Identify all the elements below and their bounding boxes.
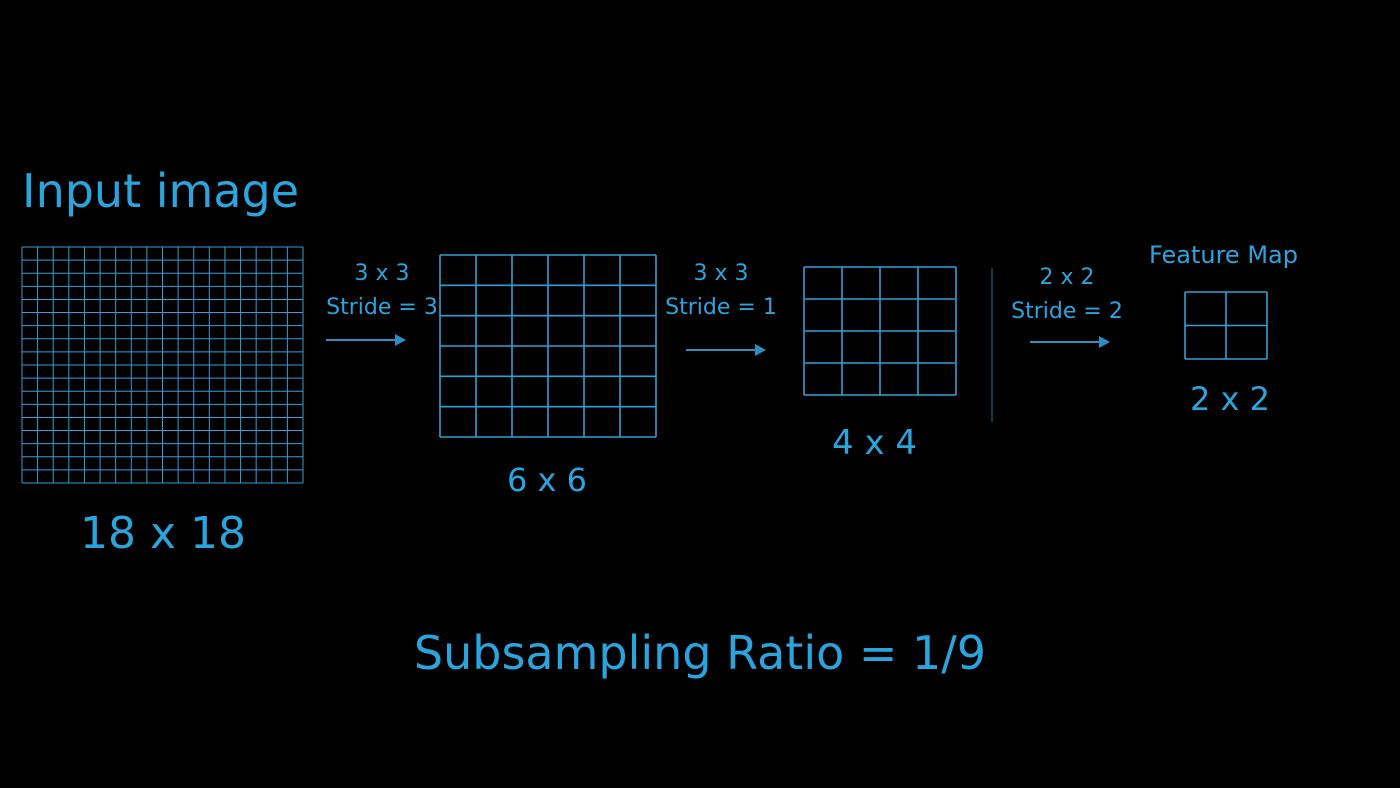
op2-kernel: 3 x 3 (693, 261, 749, 286)
conv1-size-label: 6 x 6 (507, 461, 587, 499)
arrow-2-head (755, 344, 766, 356)
input-size-label: 18 x 18 (80, 508, 246, 559)
arrow-3-head (1099, 336, 1110, 348)
op3-kernel: 2 x 2 (1039, 265, 1095, 290)
input-image-grid (21, 246, 304, 484)
subsampling-ratio: Subsampling Ratio = 1/9 (413, 626, 987, 680)
arrow-1-head (395, 334, 406, 346)
input-image-title: Input image (22, 164, 300, 218)
feature-grid-6x6 (439, 254, 657, 438)
op1-label: 3 x 3 Stride = 3 (317, 257, 447, 325)
feature-map-label: Feature Map (1149, 241, 1298, 269)
op3-label: 2 x 2 Stride = 2 (1002, 261, 1132, 329)
op2-label: 3 x 3 Stride = 1 (656, 257, 786, 325)
op1-kernel: 3 x 3 (354, 261, 410, 286)
conv2-size-label: 4 x 4 (832, 423, 917, 463)
feature-grid-4x4 (803, 266, 957, 396)
feature-map-size-label: 2 x 2 (1190, 380, 1270, 418)
op3-stride: Stride = 2 (1011, 299, 1123, 325)
op2-stride: Stride = 1 (665, 295, 777, 321)
arrows (326, 334, 1110, 356)
feature-map-grid (1184, 291, 1268, 360)
op1-stride: Stride = 3 (326, 295, 438, 321)
